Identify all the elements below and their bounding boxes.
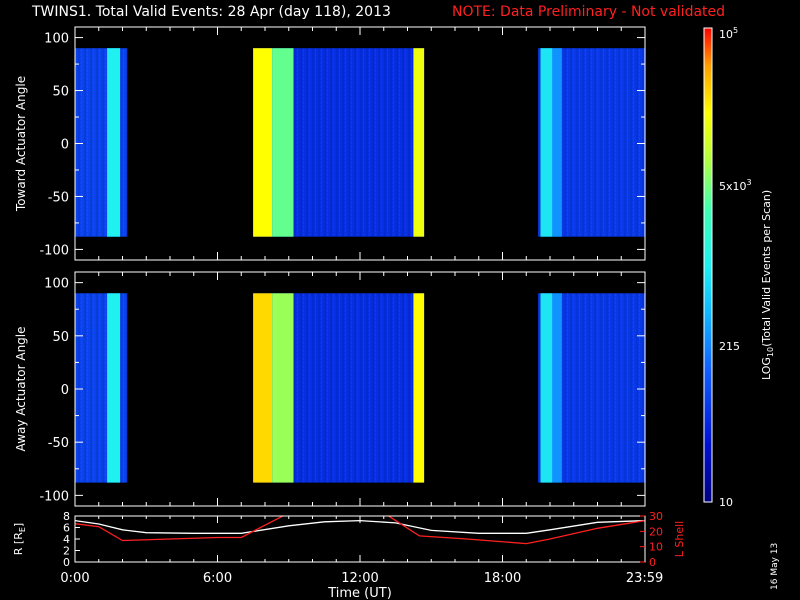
orbit-ytick-label-right: 0 (649, 556, 656, 569)
heatmap-band-2-0 (540, 293, 553, 483)
colorbar-tick-10: 10 (719, 496, 733, 509)
date-stamp: 16 May 13 (770, 542, 780, 590)
ytick-label: 0 (61, 383, 69, 398)
preliminary-note: NOTE: Data Preliminary - Not validated (452, 4, 726, 20)
away-panel: 100 50 0 -50 -100 Away Actuator Angle (14, 271, 646, 507)
ytick-label: -50 (48, 190, 69, 205)
xtick-label: 12:00 (341, 571, 378, 586)
ytick-label: 50 (52, 330, 69, 345)
heatmap-band-2-1 (552, 48, 562, 237)
orbit-ytick-label-right: 10 (649, 541, 663, 554)
toward-panel: 100 50 0 -50 -100 Toward Actuator Angle (14, 26, 646, 261)
orbit-ytick-label: 0 (63, 556, 70, 569)
heatmap-band-1-0 (253, 48, 273, 237)
ytick-label: 100 (44, 32, 69, 47)
ylabel: Away Actuator Angle (14, 326, 28, 451)
colorbar-label: LOG10(Total Valid Events per Scan) (760, 190, 775, 380)
colorbar-gradient (703, 27, 713, 503)
heatmap-band-0-0 (107, 48, 121, 237)
heatmap-band-2-0 (540, 48, 553, 237)
orbit-ytick-label: 4 (63, 533, 70, 546)
colorbar: 105 5x103 215 10 LOG10(Total Valid Event… (703, 26, 775, 509)
xtick-label: 18:00 (484, 571, 521, 586)
colorbar-tick-5e3: 5x103 (719, 178, 752, 193)
xtick-label: 23:59 (626, 571, 663, 586)
heatmap-band-1-2 (413, 48, 425, 237)
heatmap-band-0-0 (107, 293, 121, 483)
xlabel: Time (UT) (327, 586, 392, 600)
lshell-series-line (75, 516, 645, 545)
ytick-label: 0 (61, 138, 69, 153)
ytick-label: -100 (39, 489, 69, 504)
xtick-label: 0:00 (60, 571, 89, 586)
heatmap-band-1-1 (272, 293, 294, 483)
ylabel: Toward Actuator Angle (14, 76, 28, 212)
heatmap-band-1-2 (413, 293, 425, 483)
ytick-label: 50 (52, 85, 69, 100)
orbit-ylabel-right: L Shell (673, 521, 686, 557)
orbit-ytick-label-right: 30 (649, 510, 663, 523)
orbit-ylabel-left: R [RE] (12, 523, 27, 555)
chart-title: TWINS1. Total Valid Events: 28 Apr (day … (32, 4, 391, 20)
heatmap-band-1-1 (272, 48, 294, 237)
heatmap-band-2-1 (552, 293, 562, 483)
ytick-label: 100 (44, 277, 69, 292)
r-series-line (75, 519, 645, 534)
xtick-label: 6:00 (203, 571, 232, 586)
ytick-label: -100 (39, 243, 69, 258)
colorbar-tick-1e5: 105 (719, 26, 738, 41)
ytick-label: -50 (48, 436, 69, 451)
orbit-ytick-label: 6 (63, 522, 70, 535)
orbit-ytick-label: 2 (63, 545, 70, 558)
colorbar-tick-215: 215 (719, 340, 740, 353)
heatmap-band-1-0 (253, 293, 273, 483)
orbit-ytick-label: 8 (63, 510, 70, 523)
orbit-ytick-label-right: 20 (649, 525, 663, 538)
